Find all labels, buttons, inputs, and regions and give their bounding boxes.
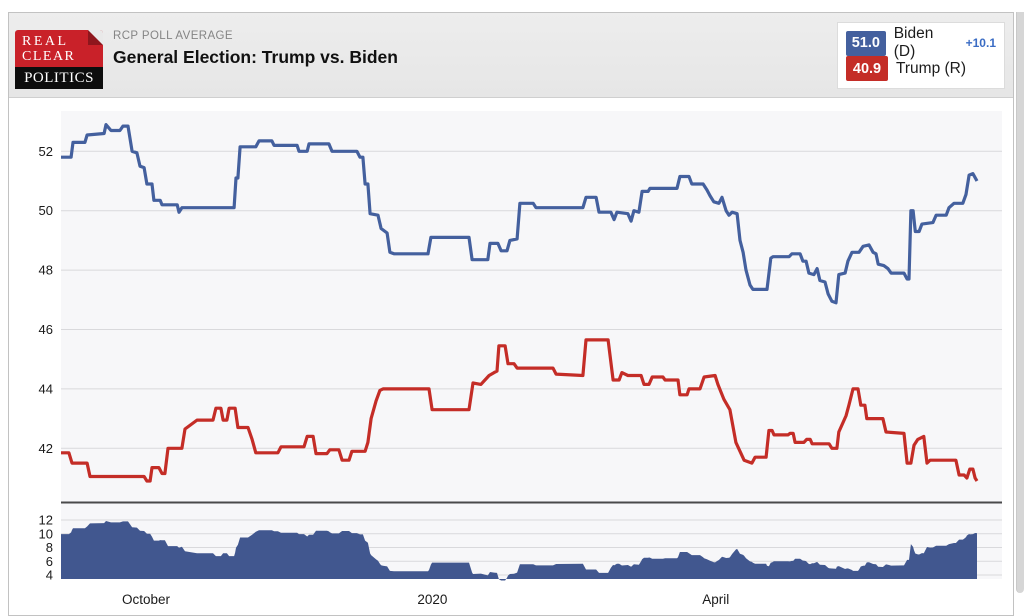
y-axis-tick-label: 46 <box>39 322 53 337</box>
y-axis-tick-label: 48 <box>39 263 53 278</box>
y-axis-tick-label: 44 <box>39 381 53 396</box>
y-axis-tick-label: 50 <box>39 203 53 218</box>
legend-box: 51.0 Biden (D) +10.1 40.9 Trump (R) <box>837 22 1005 89</box>
spread-tick-label: 10 <box>39 526 53 541</box>
y-axis-tick-label: 52 <box>39 144 53 159</box>
logo-line-politics: POLITICS <box>24 69 94 86</box>
page-title: General Election: Trump vs. Biden <box>113 47 398 67</box>
rcp-logo[interactable]: REAL CLEAR POLITICS <box>15 30 103 89</box>
x-axis-tick-label: April <box>702 592 729 607</box>
legend-row-trump: 40.9 Trump (R) <box>846 56 996 81</box>
y-axis-tick-label: 42 <box>39 441 53 456</box>
trump-value-badge: 40.9 <box>846 56 888 81</box>
logo-band: POLITICS <box>15 67 103 89</box>
spread-tick-label: 12 <box>39 513 53 528</box>
spread-tick-label: 8 <box>46 540 53 555</box>
biden-label: Biden (D) <box>893 25 934 60</box>
plot-area-background[interactable] <box>61 111 1002 579</box>
biden-value-badge: 51.0 <box>846 30 886 56</box>
x-axis-tick-label: October <box>122 592 171 607</box>
spread-tick-label: 6 <box>46 554 53 569</box>
rcp-poll-widget: REAL CLEAR POLITICS RCP POLL AVERAGE Gen… <box>8 12 1014 616</box>
logo-fold-corner-icon <box>88 30 103 45</box>
biden-delta: +10.1 <box>965 36 996 50</box>
logo-line-clear: CLEAR <box>22 49 76 64</box>
legend-row-biden: 51.0 Biden (D) +10.1 <box>846 25 996 60</box>
scrollbar-thumb[interactable] <box>1016 12 1024 593</box>
spread-tick-label: 4 <box>46 568 53 583</box>
kicker-label: RCP POLL AVERAGE <box>113 30 233 42</box>
widget-header: REAL CLEAR POLITICS RCP POLL AVERAGE Gen… <box>9 13 1013 98</box>
trump-label: Trump (R) <box>896 59 967 77</box>
x-axis-tick-label: 2020 <box>417 592 447 607</box>
logo-line-real: REAL <box>22 34 69 49</box>
